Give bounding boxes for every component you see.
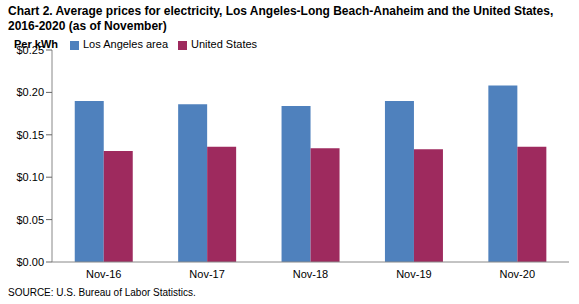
svg-text:$0.10: $0.10 [16, 171, 44, 183]
svg-text:Nov-19: Nov-19 [396, 268, 431, 280]
svg-text:Nov-18: Nov-18 [293, 268, 328, 280]
svg-text:Nov-16: Nov-16 [86, 268, 121, 280]
svg-text:$0.20: $0.20 [16, 86, 44, 98]
svg-text:Nov-17: Nov-17 [189, 268, 224, 280]
svg-text:$0.00: $0.00 [16, 256, 44, 268]
svg-text:$0.25: $0.25 [16, 44, 44, 56]
svg-text:Nov-20: Nov-20 [500, 268, 535, 280]
svg-text:$0.15: $0.15 [16, 129, 44, 141]
svg-text:$0.05: $0.05 [16, 214, 44, 226]
